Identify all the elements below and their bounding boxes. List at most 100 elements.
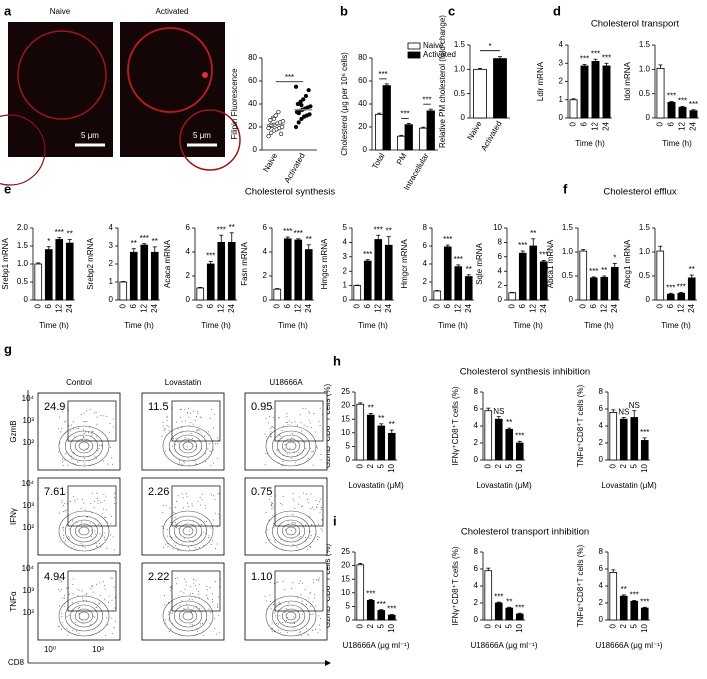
event-dot — [82, 597, 84, 599]
event-dot — [185, 581, 187, 583]
y-tick-label: 0.5 — [454, 89, 466, 98]
bar — [454, 266, 463, 301]
bar — [508, 292, 517, 301]
event-dot — [90, 536, 92, 538]
sig-label: *** — [55, 228, 64, 237]
event-dot — [187, 606, 189, 608]
event-dot — [320, 509, 322, 511]
panel-letter: c — [448, 3, 455, 18]
event-dot — [72, 630, 74, 632]
x-tick-label: 0 — [432, 303, 441, 308]
x-axis-label: Time (h) — [39, 321, 69, 330]
event-dot — [101, 445, 103, 447]
event-dot — [194, 460, 196, 462]
sig-label: *** — [374, 225, 383, 234]
y-tick-label: 0 — [346, 615, 351, 624]
event-dot — [292, 544, 294, 546]
event-dot — [183, 462, 185, 464]
event-dot — [69, 528, 71, 530]
event-dot — [59, 579, 61, 581]
x-tick-label: 10 — [387, 463, 396, 472]
bar — [619, 595, 628, 621]
event-dot — [103, 532, 105, 534]
event-dot — [306, 628, 308, 630]
event-dot — [303, 424, 305, 426]
event-dot — [170, 612, 172, 614]
y-tick-label: 2 — [474, 438, 479, 447]
y-tick-label: 20 — [358, 122, 367, 131]
event-dot — [68, 425, 70, 427]
event-dot — [213, 519, 215, 521]
sig-label: *** — [285, 73, 294, 82]
event-dot — [64, 541, 66, 543]
y-tick-label: 80 — [248, 53, 257, 62]
event-dot — [265, 512, 267, 514]
event-dot — [97, 450, 99, 452]
y-tick-label: 6 — [263, 223, 268, 232]
bar — [609, 572, 618, 621]
contour — [78, 441, 90, 451]
event-dot — [309, 447, 311, 449]
bar — [65, 242, 74, 301]
event-dot — [95, 436, 97, 438]
contour — [173, 604, 203, 628]
event-dot — [72, 578, 74, 580]
event-dot — [84, 463, 86, 465]
event-dot — [57, 428, 59, 430]
event-dot — [303, 492, 305, 494]
y-tick-label: 4 — [599, 421, 604, 430]
event-dot — [292, 493, 294, 495]
event-dot — [296, 597, 298, 599]
event-dot — [192, 541, 194, 543]
bar — [505, 607, 514, 621]
event-dot — [167, 545, 169, 547]
event-dot — [313, 508, 315, 510]
event-dot — [208, 608, 210, 610]
sig-label: ** — [506, 597, 512, 606]
flow-x-tick-label: 10⁰ — [44, 645, 56, 654]
event-dot — [309, 545, 311, 547]
x-tick-label: 10 — [640, 463, 649, 472]
data-point — [307, 112, 312, 117]
sig-label: * — [613, 254, 616, 263]
x-tick-label: 5 — [504, 623, 513, 628]
bar — [515, 442, 524, 461]
event-dot — [273, 426, 275, 428]
x-axis-label: Time (h) — [575, 139, 605, 148]
event-dot — [217, 596, 219, 598]
x-tick-label: 6 — [129, 303, 138, 308]
x-tick-label: 0 — [655, 303, 664, 308]
x-tick-label: 6 — [589, 303, 598, 308]
event-dot — [305, 493, 307, 495]
x-tick-label: 12 — [528, 303, 537, 312]
contour — [74, 523, 94, 539]
y-tick-label: 2.0 — [17, 223, 29, 232]
event-dot — [86, 421, 88, 423]
event-dot — [292, 513, 294, 515]
event-dot — [168, 611, 170, 613]
bar — [518, 252, 527, 301]
x-tick-label: 0 — [272, 303, 281, 308]
event-dot — [94, 500, 96, 502]
event-dot — [285, 422, 287, 424]
event-dot — [82, 436, 84, 438]
sig-label: *** — [378, 70, 387, 79]
event-dot — [164, 543, 166, 545]
y-tick-label: 0 — [343, 295, 348, 304]
event-dot — [174, 522, 176, 524]
event-dot — [90, 503, 92, 505]
event-dot — [212, 540, 214, 542]
event-dot — [166, 419, 168, 421]
event-dot — [308, 411, 310, 413]
event-dot — [307, 549, 309, 551]
event-dot — [84, 547, 86, 549]
event-dot — [110, 577, 112, 579]
bar — [689, 110, 698, 119]
event-dot — [96, 416, 98, 418]
event-dot — [170, 586, 172, 588]
event-dot — [291, 437, 293, 439]
event-dot — [98, 582, 100, 584]
event-dot — [180, 409, 182, 411]
event-dot — [80, 413, 82, 415]
event-dot — [91, 512, 93, 514]
